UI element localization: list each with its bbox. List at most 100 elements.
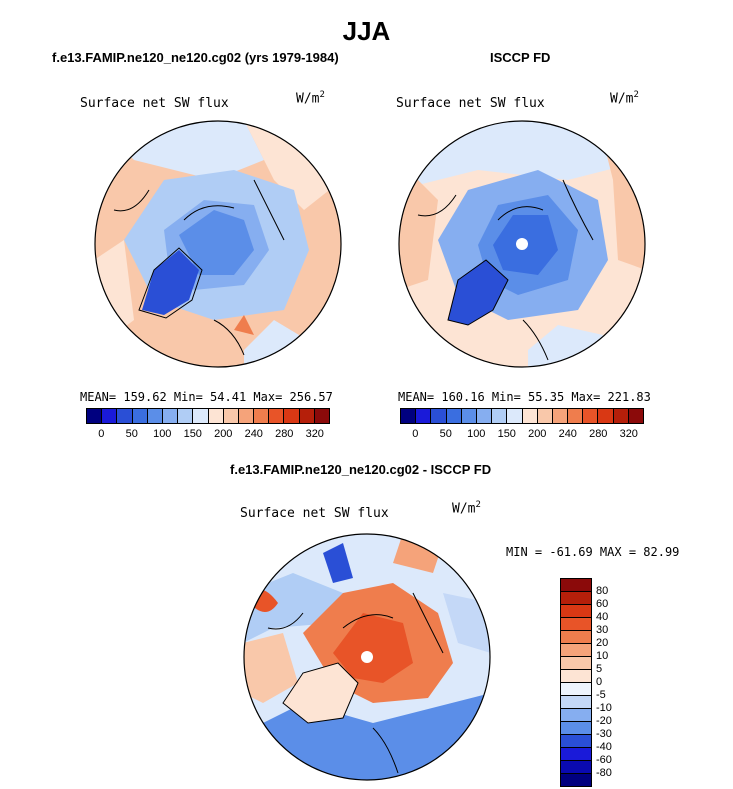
colorbar-tick-label: 240 — [558, 428, 577, 440]
greenland-region — [283, 663, 358, 723]
right-variable-label: Surface net SW flux — [396, 96, 545, 111]
map-region — [179, 210, 254, 275]
colorbar-swatch — [522, 409, 538, 423]
colorbar-tick-label: 50 — [439, 428, 452, 440]
colorbar-tick-label: 100 — [153, 428, 172, 440]
diff-stats: MIN = -61.69 MAX = 82.99 — [506, 545, 680, 559]
colorbar-level-label: 0 — [596, 676, 603, 688]
colorbar-swatch — [269, 409, 285, 423]
colorbar-swatch — [561, 631, 591, 644]
colorbar-swatch — [598, 409, 614, 423]
colorbar-swatch — [284, 409, 300, 423]
colorbar-swatch — [561, 748, 591, 761]
colorbar-swatch — [561, 696, 591, 709]
colorbar-tick-label: 0 — [412, 428, 419, 440]
map-border — [398, 120, 646, 368]
diff-units: W/m2 — [452, 500, 481, 517]
colorbar-swatch — [537, 409, 553, 423]
diff-panel-title: f.e13.FAMIP.ne120_ne120.cg02 - ISCCP FD — [230, 462, 492, 477]
colorbar-level-label: -60 — [596, 754, 612, 766]
colorbar-swatch — [561, 670, 591, 683]
colorbar-tick-label: 200 — [214, 428, 233, 440]
colorbar-swatch — [178, 409, 194, 423]
colorbar-swatch — [561, 579, 591, 592]
map-region — [323, 543, 353, 583]
right-stats: MEAN= 160.16 Min= 55.35 Max= 221.83 — [398, 390, 651, 404]
left-variable-label: Surface net SW flux — [80, 96, 229, 111]
colorbar-tick-label: 50 — [125, 428, 138, 440]
colorbar-swatch — [613, 409, 629, 423]
diff-colorbar-labels: 80 60 40 30 20 10 5 0 -5 -10 -20 -30 -40 -60 -80 — [596, 578, 636, 779]
colorbar-level-label: 60 — [596, 598, 609, 610]
diff-polar-map — [243, 533, 491, 781]
left-units: W/m2 — [296, 90, 325, 107]
coastline — [113, 179, 285, 356]
colorbar-level-label: 20 — [596, 637, 609, 649]
colorbar-swatch — [552, 409, 569, 423]
left-panel-title: f.e13.FAMIP.ne120_ne120.cg02 (yrs 1979-1… — [52, 50, 339, 65]
colorbar-level-label: -30 — [596, 728, 612, 740]
colorbar-swatch — [102, 409, 118, 423]
colorbar-swatch — [561, 761, 591, 774]
right-panel-title: ISCCP FD — [490, 50, 551, 65]
colorbar-swatch — [416, 409, 432, 423]
colorbar-swatch — [568, 409, 584, 423]
colorbar-level-label: 5 — [596, 663, 603, 675]
colorbar-swatch — [561, 657, 591, 670]
colorbar-swatch — [628, 409, 643, 423]
colorbar-swatch — [461, 409, 477, 423]
main-title: JJA — [342, 16, 391, 46]
colorbar-swatch — [583, 409, 599, 423]
left-stats: MEAN= 159.62 Min= 54.41 Max= 256.57 — [80, 390, 333, 404]
colorbar-swatch — [561, 774, 591, 786]
colorbar-tick-label: 100 — [467, 428, 486, 440]
colorbar-swatch — [299, 409, 315, 423]
colorbar-swatch — [254, 409, 270, 423]
colorbar-swatch — [117, 409, 133, 423]
colorbar-level-label: 40 — [596, 611, 609, 623]
colorbar-tick-label: 150 — [183, 428, 202, 440]
colorbar-swatch — [147, 409, 163, 423]
colorbar-swatch — [208, 409, 224, 423]
map-border — [243, 533, 491, 781]
colorbar-tick-label: 320 — [305, 428, 324, 440]
colorbar-swatch — [476, 409, 493, 423]
map-border — [94, 120, 342, 368]
colorbar-tick-label: 320 — [619, 428, 638, 440]
colorbar-swatch — [223, 409, 239, 423]
colorbar-tick-label: 240 — [244, 428, 263, 440]
colorbar-swatch — [314, 409, 329, 423]
colorbar-tick-label: 0 — [98, 428, 105, 440]
map-region — [234, 315, 254, 335]
colorbar-swatch — [431, 409, 447, 423]
colorbar-swatch — [561, 644, 591, 657]
colorbar-level-label: 10 — [596, 650, 609, 662]
colorbar-swatch — [561, 605, 591, 618]
colorbar-swatch — [561, 735, 591, 748]
diff-colorbar — [560, 578, 592, 787]
right-polar-map — [398, 120, 646, 368]
colorbar-level-label: -80 — [596, 767, 612, 779]
colorbar-swatch — [492, 409, 508, 423]
colorbar-level-label: -5 — [596, 689, 606, 701]
right-colorbar-ticks: 0 50 100 150 200 240 280 320 — [400, 428, 644, 442]
coastline — [267, 592, 444, 774]
colorbar-swatch — [507, 409, 523, 423]
colorbar-swatch — [132, 409, 148, 423]
colorbar-level-label: -40 — [596, 741, 612, 753]
colorbar-level-label: 80 — [596, 585, 609, 597]
right-units: W/m2 — [610, 90, 639, 107]
colorbar-tick-label: 150 — [497, 428, 516, 440]
colorbar-swatch — [238, 409, 255, 423]
diff-variable-label: Surface net SW flux — [240, 506, 389, 521]
colorbar-tick-label: 280 — [589, 428, 608, 440]
colorbar-level-label: -20 — [596, 715, 612, 727]
greenland-region — [142, 250, 199, 315]
right-colorbar — [400, 408, 644, 424]
colorbar-swatch — [193, 409, 209, 423]
map-region — [333, 613, 413, 683]
left-polar-map — [94, 120, 342, 368]
colorbar-swatch — [162, 409, 179, 423]
pole-hole — [516, 238, 528, 250]
map-region — [443, 593, 490, 653]
